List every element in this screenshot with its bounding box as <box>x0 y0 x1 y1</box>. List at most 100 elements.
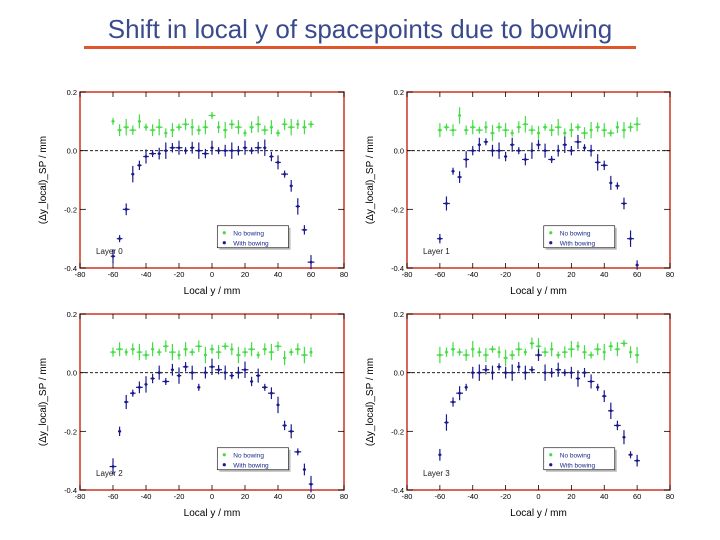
data-point <box>176 123 182 131</box>
legend-marker <box>549 453 553 457</box>
data-point <box>117 124 122 136</box>
marker <box>504 155 508 158</box>
legend-marker <box>222 453 226 457</box>
data-point <box>602 343 606 361</box>
data-point <box>471 340 475 358</box>
data-point <box>587 374 595 389</box>
data-point <box>196 125 201 135</box>
marker <box>576 140 580 144</box>
data-point <box>170 123 175 138</box>
data-point <box>508 364 516 381</box>
y-tick-label: -0.2 <box>391 427 404 436</box>
marker <box>537 143 540 147</box>
marker <box>230 347 234 351</box>
marker <box>190 146 194 150</box>
data-point <box>504 151 508 162</box>
data-point <box>549 367 554 378</box>
marker <box>276 344 280 348</box>
data-point <box>156 365 162 380</box>
marker <box>530 368 534 372</box>
data-point <box>282 420 287 431</box>
marker <box>157 350 161 354</box>
marker <box>550 158 554 161</box>
marker <box>491 131 494 135</box>
data-point <box>581 127 588 139</box>
marker <box>458 114 461 117</box>
x-tick-label: 60 <box>307 270 315 279</box>
data-point <box>248 342 255 357</box>
data-point <box>438 448 442 461</box>
marker <box>517 365 521 369</box>
legend-marker <box>549 241 553 245</box>
data-point <box>462 349 470 361</box>
data-point <box>109 458 117 475</box>
x-axis-label: Local y / mm <box>184 508 241 519</box>
x-tick-label: -80 <box>402 270 413 279</box>
data-point <box>529 337 535 350</box>
marker <box>190 371 194 375</box>
data-point <box>483 348 489 363</box>
data-point <box>116 235 123 243</box>
marker <box>563 350 567 354</box>
marker <box>458 350 461 354</box>
marker <box>504 128 508 132</box>
marker <box>243 350 247 354</box>
data-point <box>495 142 503 159</box>
data-point <box>535 349 542 361</box>
marker <box>131 391 135 395</box>
data-point <box>254 141 262 154</box>
marker <box>250 149 254 153</box>
series-no-bowing <box>111 111 314 139</box>
data-point <box>469 120 476 135</box>
data-point <box>588 351 594 359</box>
data-point <box>515 147 522 155</box>
marker <box>230 122 234 126</box>
marker <box>569 128 573 132</box>
marker <box>197 128 201 132</box>
marker <box>471 125 475 129</box>
marker <box>303 125 306 129</box>
marker <box>471 347 475 351</box>
legend-entry: No bowing <box>560 230 591 237</box>
marker <box>210 146 214 150</box>
marker <box>111 254 115 258</box>
data-point <box>594 343 602 356</box>
data-point <box>301 346 308 364</box>
data-point <box>574 134 582 149</box>
data-point <box>144 376 148 393</box>
marker <box>616 424 619 427</box>
data-point <box>620 339 628 347</box>
data-point <box>635 260 639 270</box>
marker <box>563 371 567 375</box>
data-point <box>124 394 129 410</box>
data-point <box>634 454 640 467</box>
marker <box>197 344 201 348</box>
data-point <box>627 230 634 247</box>
data-point <box>602 390 607 402</box>
marker <box>484 140 488 144</box>
marker <box>622 128 626 132</box>
marker <box>517 347 521 351</box>
data-point <box>622 430 626 445</box>
data-point <box>497 346 501 358</box>
marker <box>629 453 632 457</box>
y-tick-label: 0.0 <box>67 369 77 378</box>
data-point <box>137 114 141 129</box>
series-no-bowing <box>110 340 313 366</box>
y-tick-label: 0.0 <box>394 147 404 156</box>
marker <box>237 371 240 375</box>
data-point <box>567 340 575 358</box>
x-tick-label: 20 <box>241 492 249 501</box>
data-point <box>515 342 523 357</box>
marker <box>445 202 448 205</box>
data-point <box>110 347 116 357</box>
marker <box>609 181 613 185</box>
marker <box>303 228 306 232</box>
data-point <box>489 345 496 353</box>
data-point <box>155 118 163 136</box>
marker <box>596 161 600 164</box>
data-point <box>295 198 300 215</box>
data-point <box>196 142 202 159</box>
x-tick-label: 20 <box>567 492 575 501</box>
marker <box>283 356 286 360</box>
